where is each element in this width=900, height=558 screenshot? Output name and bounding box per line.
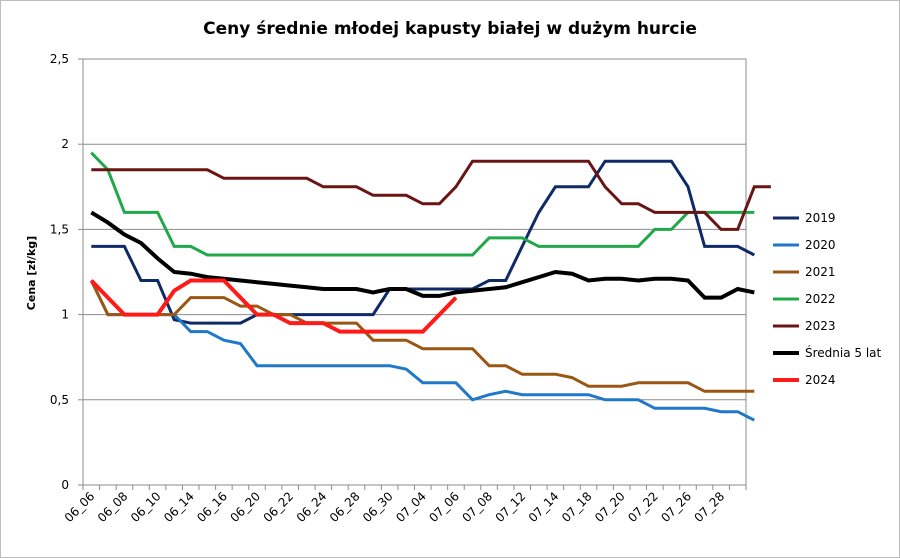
- series-line-2024: [89, 278, 458, 334]
- x-tick-label: 07_06: [426, 489, 462, 525]
- y-axis-label: Cena [zł/kg]: [25, 236, 38, 310]
- chart-title: Ceny średnie młodej kapusty białej w duż…: [203, 19, 697, 39]
- legend-label: 2020: [805, 238, 836, 252]
- x-tick-label: 06_10: [128, 489, 164, 525]
- series-line-2023: [91, 159, 771, 231]
- legend-label: 2024: [805, 373, 836, 387]
- legend-label: 2022: [805, 292, 836, 306]
- x-tick-label: 06_24: [294, 489, 330, 525]
- series-line-2019: [91, 159, 755, 325]
- x-tick-label: 07_22: [625, 489, 661, 525]
- x-tick-label: 07_04: [393, 489, 429, 525]
- x-tick-label: 07_14: [526, 489, 562, 525]
- legend-label: 2023: [805, 319, 836, 333]
- x-tick-label: 07_28: [692, 489, 728, 525]
- y-tick-label: 2,5: [50, 52, 69, 66]
- axes: [78, 58, 747, 490]
- x-tick-label: 07_18: [559, 489, 595, 525]
- y-tick-label: 2: [61, 137, 69, 151]
- y-tick-label: 0: [61, 478, 69, 492]
- x-tick-label: 06_20: [227, 489, 263, 525]
- x-tick-label: 07_12: [493, 489, 529, 525]
- y-tick-label: 1,5: [50, 222, 69, 236]
- x-tick-label: 06_16: [194, 489, 230, 525]
- legend-label: 2021: [805, 265, 836, 279]
- y-tick-label: 0,5: [50, 393, 69, 407]
- y-tick-labels: 0 0,5 1 1,5 2 2,5: [50, 52, 69, 492]
- x-tick-label: 06_14: [161, 489, 197, 525]
- x-tick-label: 07_26: [658, 489, 694, 525]
- x-tick-label: 06_06: [62, 489, 98, 525]
- x-tick-label: 06_22: [261, 489, 297, 525]
- series-line-2020: [89, 279, 755, 422]
- legend: 2019 2020 2021 2022 2023 Średnia 5 lat 2024: [773, 211, 882, 387]
- y-tick-label: 1: [61, 308, 69, 322]
- x-tick-label: 06_08: [95, 489, 131, 525]
- x-tick-label: 07_20: [592, 489, 628, 525]
- x-tick-label: 07_08: [459, 489, 495, 525]
- series-lines: [89, 151, 771, 422]
- series-line-2021: [89, 279, 755, 393]
- x-tick-label: 06_30: [360, 489, 396, 525]
- series-line-2022: [90, 151, 755, 257]
- x-tick-labels: 06_0606_0806_1006_1406_1606_2006_2206_24…: [62, 489, 728, 525]
- legend-label: 2019: [805, 211, 836, 225]
- x-tick-label: 06_28: [327, 489, 363, 525]
- series-line-średnia-5-lat: [90, 210, 755, 300]
- legend-label: Średnia 5 lat: [805, 345, 882, 360]
